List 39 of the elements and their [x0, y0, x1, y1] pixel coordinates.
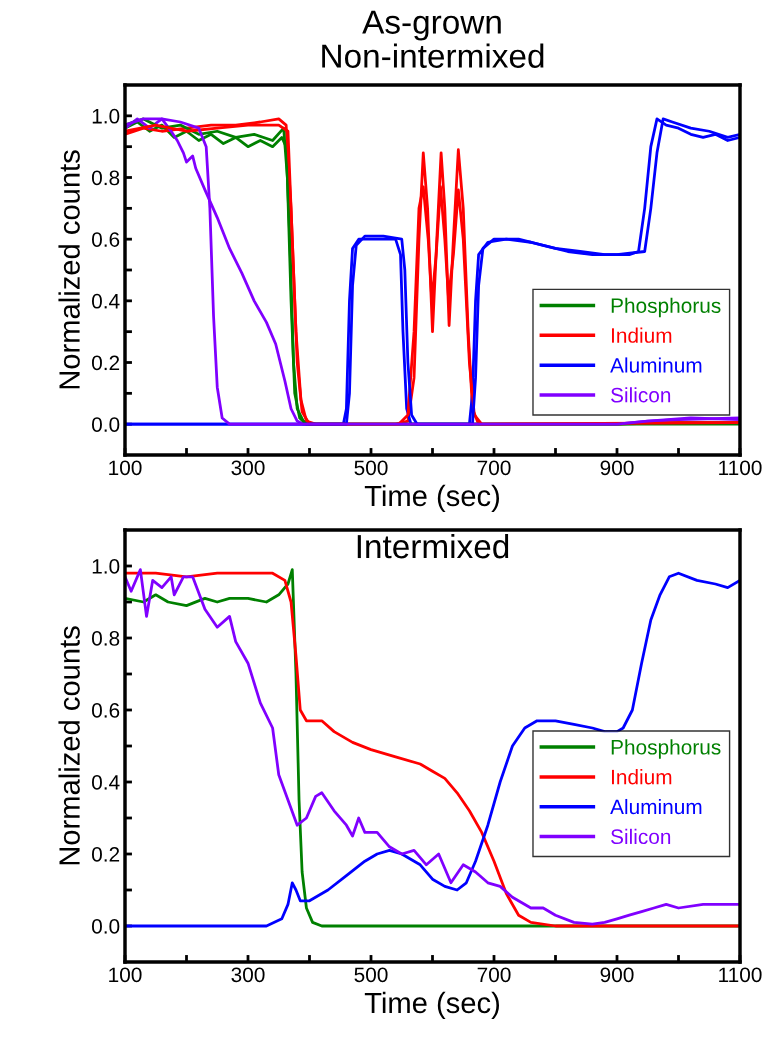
x-tick-label: 900 — [600, 967, 634, 983]
legend-label: Silicon — [611, 387, 671, 403]
y-tick-label: 1.0 — [92, 559, 120, 574]
y-tick-label: 0.2 — [91, 847, 120, 862]
legend-label: Indium — [612, 327, 672, 343]
x-tick-label: 900 — [600, 460, 634, 476]
x-tick-label: 500 — [354, 460, 388, 476]
y-tick-label: 0.2 — [91, 355, 120, 371]
x-tick-label: 300 — [231, 967, 265, 983]
y-tick-label: 1.0 — [92, 108, 120, 124]
x-axis-title: Time (sec) — [364, 484, 500, 513]
chart-title: Intermixed — [357, 533, 509, 559]
y-tick-label: 0.4 — [91, 293, 120, 309]
legend-label: Aluminum — [610, 357, 702, 373]
legend-label: Phosphorus — [611, 739, 721, 759]
y-tick-label: 0.0 — [91, 417, 120, 432]
legend-label: Silicon — [611, 828, 671, 845]
legend-label: Indium — [612, 769, 672, 785]
y-tick-label: 0.8 — [91, 631, 120, 646]
y-tick-label: 0.6 — [91, 703, 120, 718]
y-axis-title: Normalized counts — [58, 626, 80, 865]
y-axis-title: Normalized counts — [58, 150, 80, 389]
legend-label: Aluminum — [610, 798, 702, 815]
x-tick-label: 700 — [477, 967, 511, 983]
y-tick-label: 0.4 — [91, 775, 120, 790]
x-axis-title: Time (sec) — [364, 991, 500, 1020]
legend-label: Phosphorus — [611, 297, 721, 318]
x-tick-label: 300 — [231, 460, 265, 476]
chart-title: As-grown — [362, 10, 501, 41]
x-tick-label: 1100 — [719, 967, 762, 983]
y-tick-label: 0.8 — [91, 170, 120, 186]
x-tick-label: 100 — [109, 460, 142, 476]
y-tick-label: 0.0 — [91, 919, 120, 934]
x-tick-label: 500 — [354, 967, 388, 983]
chart-subtitle: Non-intermixed — [322, 43, 544, 68]
x-tick-label: 100 — [109, 967, 142, 983]
y-tick-label: 0.6 — [91, 232, 120, 247]
x-tick-label: 700 — [477, 460, 511, 476]
x-tick-label: 1100 — [719, 460, 762, 476]
